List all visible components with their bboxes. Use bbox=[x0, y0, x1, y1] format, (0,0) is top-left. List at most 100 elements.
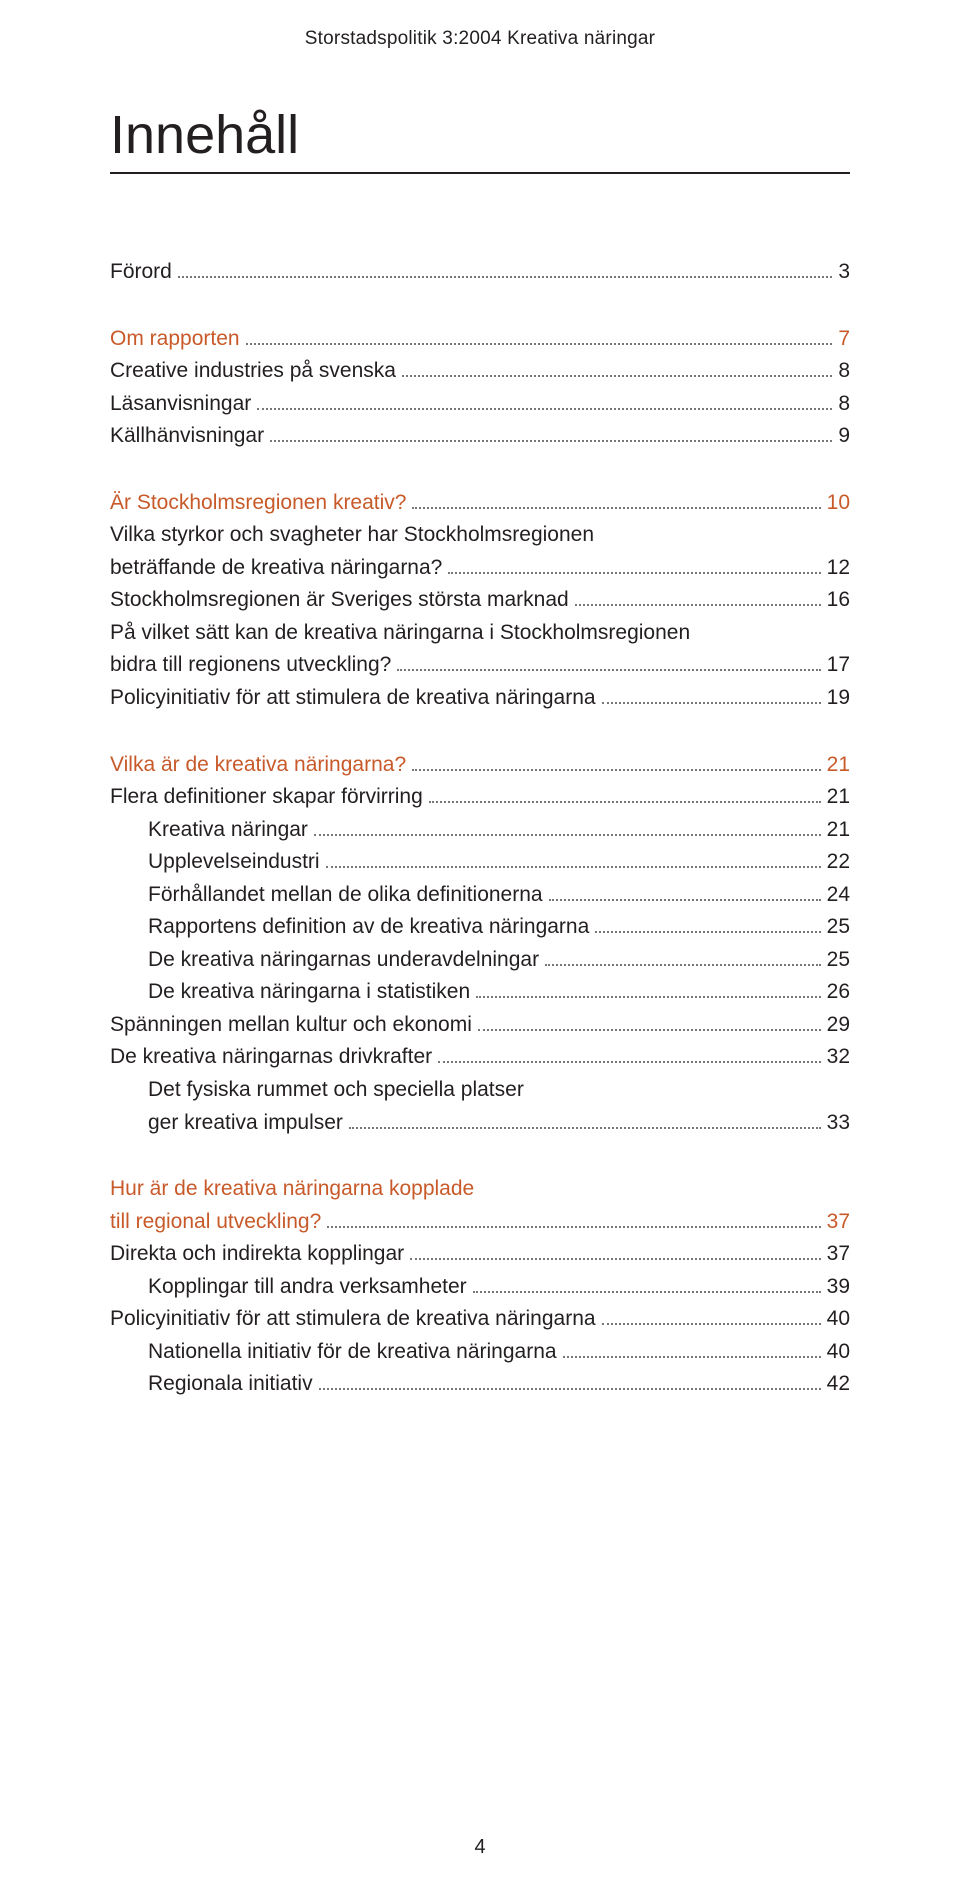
toc-leader bbox=[602, 689, 821, 704]
toc-page-number: 7 bbox=[838, 323, 850, 356]
toc-page-number: 32 bbox=[827, 1041, 850, 1074]
toc-label: Hur är de kreativa näringarna kopplade bbox=[110, 1177, 474, 1200]
toc-continuation: På vilket sätt kan de kreativa näringarn… bbox=[110, 617, 850, 650]
toc-leader bbox=[246, 330, 833, 345]
toc-section: Är Stockholmsregionen kreativ?10 bbox=[110, 487, 850, 520]
toc-label: Förord bbox=[110, 256, 172, 289]
toc-label: bidra till regionens utveckling? bbox=[110, 649, 391, 682]
toc-label: De kreativa näringarnas underavdelningar bbox=[148, 944, 539, 977]
toc-page-number: 8 bbox=[838, 355, 850, 388]
toc-leader bbox=[402, 363, 832, 378]
toc-gap bbox=[110, 1139, 850, 1173]
toc-page-number: 33 bbox=[827, 1107, 850, 1140]
table-of-contents: Förord 3 Om rapporten7Creative industries … bbox=[110, 256, 850, 1401]
toc-label: Spänningen mellan kultur och ekonomi bbox=[110, 1009, 472, 1042]
toc-page-number: 12 bbox=[827, 552, 850, 585]
toc-page-number: 17 bbox=[827, 649, 850, 682]
toc-gap bbox=[110, 715, 850, 749]
toc-entry: ger kreativa impulser 33 bbox=[110, 1107, 850, 1140]
toc-page-number: 25 bbox=[827, 944, 850, 977]
toc-page-number: 37 bbox=[827, 1206, 850, 1239]
toc-entry: Upplevelseindustri 22 bbox=[110, 846, 850, 879]
toc-page-number: 9 bbox=[838, 420, 850, 453]
toc-label: beträffande de kreativa näringarna? bbox=[110, 552, 442, 585]
toc-leader bbox=[314, 821, 821, 836]
running-head: Storstadspolitik 3:2004 Kreativa näringa… bbox=[110, 28, 850, 50]
toc-page-number: 25 bbox=[827, 911, 850, 944]
toc-leader bbox=[429, 789, 821, 804]
toc-page-number: 37 bbox=[827, 1238, 850, 1271]
toc-leader bbox=[178, 263, 832, 278]
toc-label: Är Stockholmsregionen kreativ? bbox=[110, 487, 406, 520]
toc-page-number: 21 bbox=[827, 814, 850, 847]
toc-leader bbox=[412, 756, 821, 771]
toc-gap bbox=[110, 289, 850, 323]
page-number: 4 bbox=[0, 1836, 960, 1859]
toc-label: Creative industries på svenska bbox=[110, 355, 396, 388]
toc-label: De kreativa näringarna i statistiken bbox=[148, 976, 470, 1009]
toc-label: På vilket sätt kan de kreativa näringarn… bbox=[110, 621, 690, 644]
toc-leader bbox=[270, 428, 832, 443]
toc-page-number: 3 bbox=[838, 256, 850, 289]
toc-section: Om rapporten7 bbox=[110, 323, 850, 356]
toc-label: Policyinitiativ för att stimulera de kre… bbox=[110, 1303, 596, 1336]
toc-entry: Policyinitiativ för att stimulera de kre… bbox=[110, 682, 850, 715]
toc-label: Rapportens definition av de kreativa när… bbox=[148, 911, 589, 944]
toc-leader bbox=[563, 1343, 821, 1358]
toc-entry: Direkta och indirekta kopplingar37 bbox=[110, 1238, 850, 1271]
toc-leader bbox=[319, 1376, 821, 1391]
toc-continuation: Vilka styrkor och svagheter har Stockhol… bbox=[110, 519, 850, 552]
toc-label: Vilka är de kreativa näringarna? bbox=[110, 749, 406, 782]
toc-page-number: 40 bbox=[827, 1336, 850, 1369]
toc-entry: beträffande de kreativa näringarna? 12 bbox=[110, 552, 850, 585]
toc-entry: Stockholmsregionen är Sveriges största m… bbox=[110, 584, 850, 617]
toc-page-number: 24 bbox=[827, 879, 850, 912]
toc-leader bbox=[545, 951, 821, 966]
toc-leader bbox=[326, 854, 821, 869]
toc-page-number: 22 bbox=[827, 846, 850, 879]
toc-page-number: 19 bbox=[827, 682, 850, 715]
toc-page-number: 21 bbox=[827, 781, 850, 814]
toc-leader bbox=[438, 1049, 821, 1064]
toc-label: De kreativa näringarnas drivkrafter bbox=[110, 1041, 432, 1074]
toc-leader bbox=[473, 1278, 821, 1293]
toc-leader bbox=[397, 657, 820, 672]
toc-page-number: 8 bbox=[838, 388, 850, 421]
toc-entry: Läsanvisningar8 bbox=[110, 388, 850, 421]
document-page: Storstadspolitik 3:2004 Kreativa näringa… bbox=[0, 0, 960, 1891]
toc-page-number: 21 bbox=[827, 749, 850, 782]
toc-entry: Kreativa näringar 21 bbox=[110, 814, 850, 847]
toc-entry: Källhänvisningar9 bbox=[110, 420, 850, 453]
toc-entry: Kopplingar till andra verksamheter39 bbox=[110, 1271, 850, 1304]
toc-entry: De kreativa näringarnas underavdelningar… bbox=[110, 944, 850, 977]
toc-leader bbox=[595, 919, 820, 934]
toc-page-number: 42 bbox=[827, 1368, 850, 1401]
toc-leader bbox=[448, 559, 820, 574]
toc-label: Regionala initiativ bbox=[148, 1368, 313, 1401]
toc-page-number: 29 bbox=[827, 1009, 850, 1042]
toc-entry: Policyinitiativ för att stimulera de kre… bbox=[110, 1303, 850, 1336]
toc-label: till regional utveckling? bbox=[110, 1206, 321, 1239]
toc-entry: Flera definitioner skapar förvirring 21 bbox=[110, 781, 850, 814]
toc-section: till regional utveckling? 37 bbox=[110, 1206, 850, 1239]
toc-continuation: Det fysiska rummet och speciella platser bbox=[110, 1074, 850, 1107]
toc-page-number: 26 bbox=[827, 976, 850, 1009]
title-rule bbox=[110, 172, 850, 174]
toc-label: Flera definitioner skapar förvirring bbox=[110, 781, 423, 814]
toc-leader bbox=[412, 494, 820, 509]
toc-label: Policyinitiativ för att stimulera de kre… bbox=[110, 682, 596, 715]
toc-gap bbox=[110, 453, 850, 487]
toc-leader bbox=[476, 984, 820, 999]
toc-entry: Rapportens definition av de kreativa när… bbox=[110, 911, 850, 944]
toc-label: Upplevelseindustri bbox=[148, 846, 320, 879]
toc-label: Nationella initiativ för de kreativa när… bbox=[148, 1336, 557, 1369]
toc-leader bbox=[349, 1114, 821, 1129]
toc-label: ger kreativa impulser bbox=[148, 1107, 343, 1140]
toc-leader bbox=[478, 1016, 821, 1031]
toc-leader bbox=[602, 1311, 821, 1326]
page-title: Innehåll bbox=[110, 104, 850, 166]
toc-label: Kreativa näringar bbox=[148, 814, 308, 847]
toc-label: Förhållandet mellan de olika definitione… bbox=[148, 879, 543, 912]
toc-entry: Förhållandet mellan de olika definitione… bbox=[110, 879, 850, 912]
toc-leader bbox=[549, 886, 821, 901]
